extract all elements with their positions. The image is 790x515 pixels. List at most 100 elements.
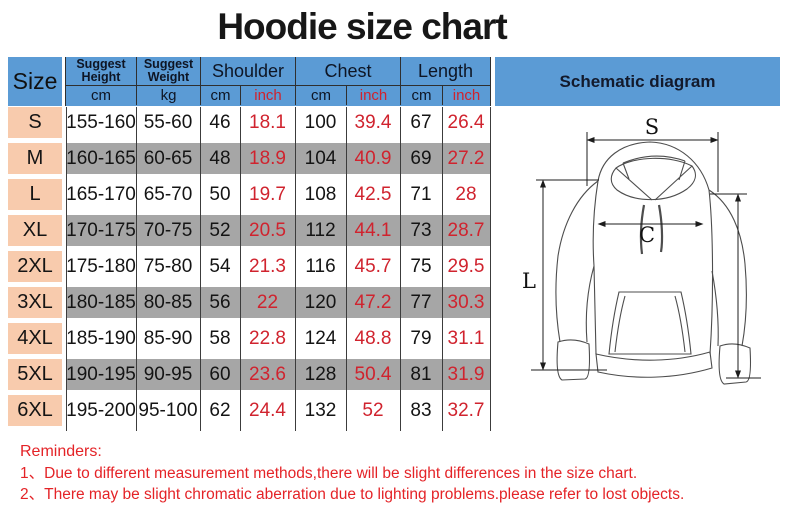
table-cell: 42.5: [354, 183, 392, 205]
table-cell: 83: [410, 399, 432, 421]
header-top-row: Suggest Height Suggest Weight Shoulder C…: [66, 57, 490, 86]
table-cell: 40.9: [354, 147, 392, 169]
table-cell: 50.4: [354, 363, 392, 385]
size-cell: 5XL: [8, 359, 62, 390]
header-size-cell: Size: [8, 57, 62, 106]
table-cell: 46: [209, 111, 231, 133]
table-cell: 128: [304, 363, 337, 385]
table-cell: 108: [304, 183, 337, 205]
unit-length-cm: cm: [400, 86, 442, 105]
reminders-section: Reminders: 1、Due to different measuremen…: [20, 441, 788, 505]
unit-height-cm: cm: [91, 87, 111, 104]
table-row: 180-185 80-85 56 22 120 47.2 77 30.3: [66, 287, 490, 318]
column-separator: [442, 107, 443, 431]
measurement-labels: S C L: [522, 115, 659, 293]
header-suggest-height: Suggest Height: [76, 56, 126, 84]
table-cell: 104: [304, 147, 337, 169]
table-cell: 30.3: [447, 291, 485, 313]
table-cell: 44.1: [354, 219, 392, 241]
table-cell: 160-165: [66, 147, 136, 169]
table-row: 160-165 60-65 48 18.9 104 40.9 69 27.2: [66, 143, 490, 174]
table-cell: 195-200: [66, 399, 136, 421]
header-suggest-weight: Suggest Weight: [136, 57, 200, 85]
table-cell: 175-180: [66, 255, 136, 277]
column-separator: [346, 107, 347, 431]
table-body: 155-160 55-60 46 18.1 100 39.4 67 26.4 160-165 60…: [66, 107, 491, 431]
table-cell: 23.6: [249, 363, 286, 385]
table-cell: 65-70: [143, 183, 193, 205]
column-separator: [66, 107, 67, 431]
table-cell: 24.4: [249, 399, 286, 421]
table-row: 170-175 70-75 52 20.5 112 44.1 73 28.7: [66, 215, 490, 246]
column-separator: [400, 107, 401, 431]
measurement-arrows: [531, 132, 761, 379]
table-row: 165-170 65-70 50 19.7 108 42.5 71 28: [66, 179, 490, 210]
table-cell: 58: [209, 327, 231, 349]
table-cell: 70-75: [143, 219, 193, 241]
size-cell: S: [8, 107, 62, 138]
table-cell: 80-85: [143, 291, 193, 313]
table-cell: 90-95: [143, 363, 193, 385]
size-column: S M L XL 2XL 3XL 4XL 5XL 6XL: [8, 107, 62, 431]
table-cell: 28: [455, 183, 477, 205]
shoulder-label: S: [645, 115, 659, 139]
column-separator: [200, 107, 201, 431]
table-cell: 79: [410, 327, 432, 349]
table-row: 155-160 55-60 46 18.1 100 39.4 67 26.4: [66, 107, 490, 138]
column-separator: [240, 107, 241, 431]
table-cell: 62: [209, 399, 231, 421]
table-cell: 54: [209, 255, 231, 277]
header-length: Length: [400, 57, 490, 85]
unit-shoulder-inch: inch: [240, 86, 295, 105]
column-separator: [136, 107, 137, 431]
table-cell: 28.7: [447, 219, 485, 241]
table-cell: 50: [209, 183, 231, 205]
table-cell: 52: [362, 399, 384, 421]
hoodie-diagram: S C L: [522, 115, 761, 385]
table-cell: 81: [410, 363, 432, 385]
header-shoulder: Shoulder: [200, 57, 295, 85]
table-cell: 26.4: [447, 111, 485, 133]
table-cell: 124: [304, 327, 337, 349]
header-measurement-group: Suggest Height Suggest Weight Shoulder C…: [65, 57, 491, 106]
table-cell: 95-100: [138, 399, 198, 421]
column-separator: [490, 107, 491, 431]
table-cell: 185-190: [66, 327, 136, 349]
table-cell: 116: [305, 255, 336, 277]
table-cell: 67: [410, 111, 432, 133]
size-cell: M: [8, 143, 62, 174]
table-cell: 132: [304, 399, 337, 421]
table-cell: 22.8: [249, 327, 286, 349]
table-cell: 77: [410, 291, 432, 313]
table-cell: 22: [256, 291, 279, 313]
table-cell: 71: [410, 183, 432, 205]
table-cell: 165-170: [66, 183, 136, 205]
table-cell: 55-60: [143, 111, 193, 133]
page-title: Hoodie size chart: [217, 6, 507, 47]
table-cell: 18.1: [249, 111, 286, 133]
table-cell: 85-90: [143, 327, 193, 349]
table-cell: 52: [209, 219, 231, 241]
table-cell: 69: [410, 147, 432, 169]
table-cell: 180-185: [66, 291, 136, 313]
table-cell: 100: [304, 111, 337, 133]
table-cell: 45.7: [354, 255, 392, 277]
table-cell: 20.5: [249, 219, 286, 241]
reminders-heading: Reminders:: [20, 443, 102, 460]
table-cell: 29.5: [447, 255, 485, 277]
table-cell: 155-160: [66, 111, 136, 133]
table-cell: 190-195: [66, 363, 136, 385]
unit-shoulder-cm: cm: [200, 86, 240, 105]
table-cell: 31.9: [447, 363, 485, 385]
table-cell: 56: [209, 291, 231, 313]
table-cell: 48.8: [354, 327, 392, 349]
size-cell: XL: [8, 215, 62, 246]
table-row: 195-200 95-100 62 24.4 132 52 83 32.7: [66, 395, 490, 426]
table-row: 190-195 90-95 60 23.6 128 50.4 81 31.9: [66, 359, 490, 390]
table-cell: 73: [410, 219, 432, 241]
unit-chest-inch: inch: [346, 86, 400, 105]
table-cell: 27.2: [447, 147, 485, 169]
table-cell: 19.7: [249, 183, 286, 205]
reminder-line-1: 1、Due to different measurement methods,t…: [20, 465, 638, 482]
